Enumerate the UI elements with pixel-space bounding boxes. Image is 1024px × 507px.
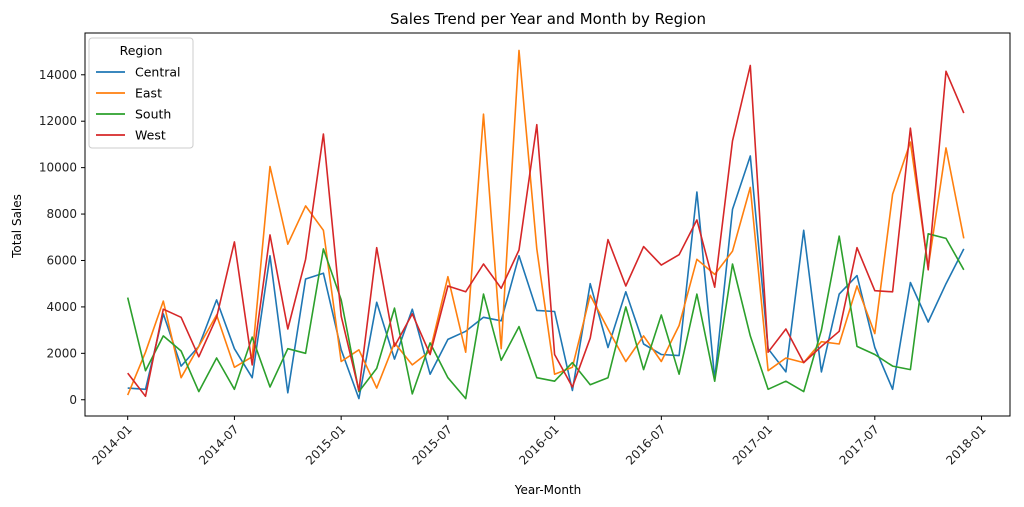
x-tick-label: 2015-01 [303, 422, 348, 467]
legend: Region Central East South West [88, 37, 194, 149]
legend-label-central: Central [135, 65, 181, 80]
y-tick-label: 6000 [46, 253, 77, 267]
x-tick-label: 2016-01 [516, 422, 561, 467]
series-line-east [126, 49, 965, 396]
y-tick-label: 14000 [39, 68, 77, 82]
x-axis: 2014-01 2014-07 2015-01 2015-07 2016-01 2016-… [89, 416, 989, 468]
y-tick-label: 2000 [46, 346, 77, 360]
legend-label-south: South [135, 107, 171, 122]
y-tick-label: 10000 [39, 161, 77, 175]
x-tick-label: 2017-07 [837, 422, 882, 467]
series-line-south [126, 233, 965, 400]
y-tick-label: 4000 [46, 300, 77, 314]
y-tick-label: 12000 [39, 114, 77, 128]
plot-area [84, 32, 1011, 417]
x-tick-label: 2016-07 [623, 422, 668, 467]
y-axis-label: Total Sales [10, 194, 24, 259]
legend-label-east: East [135, 86, 162, 101]
y-tick-label: 0 [69, 393, 77, 407]
chart-title: Sales Trend per Year and Month by Region [390, 10, 706, 28]
plot-frame [84, 32, 1011, 417]
x-tick-label: 2017-01 [730, 422, 775, 467]
y-axis: 0 2000 4000 6000 8000 10000 12000 14000 [39, 68, 85, 407]
x-tick-label: 2014-07 [196, 422, 241, 467]
x-tick-label: 2014-01 [89, 422, 134, 467]
legend-frame [88, 37, 194, 149]
legend-title: Region [120, 43, 163, 58]
y-tick-label: 8000 [46, 207, 77, 221]
x-tick-label: 2015-07 [410, 422, 455, 467]
x-tick-label: 2018-01 [943, 422, 988, 467]
legend-label-west: West [135, 128, 166, 143]
x-axis-label: Year-Month [514, 483, 582, 497]
series-line-west [127, 64, 965, 398]
